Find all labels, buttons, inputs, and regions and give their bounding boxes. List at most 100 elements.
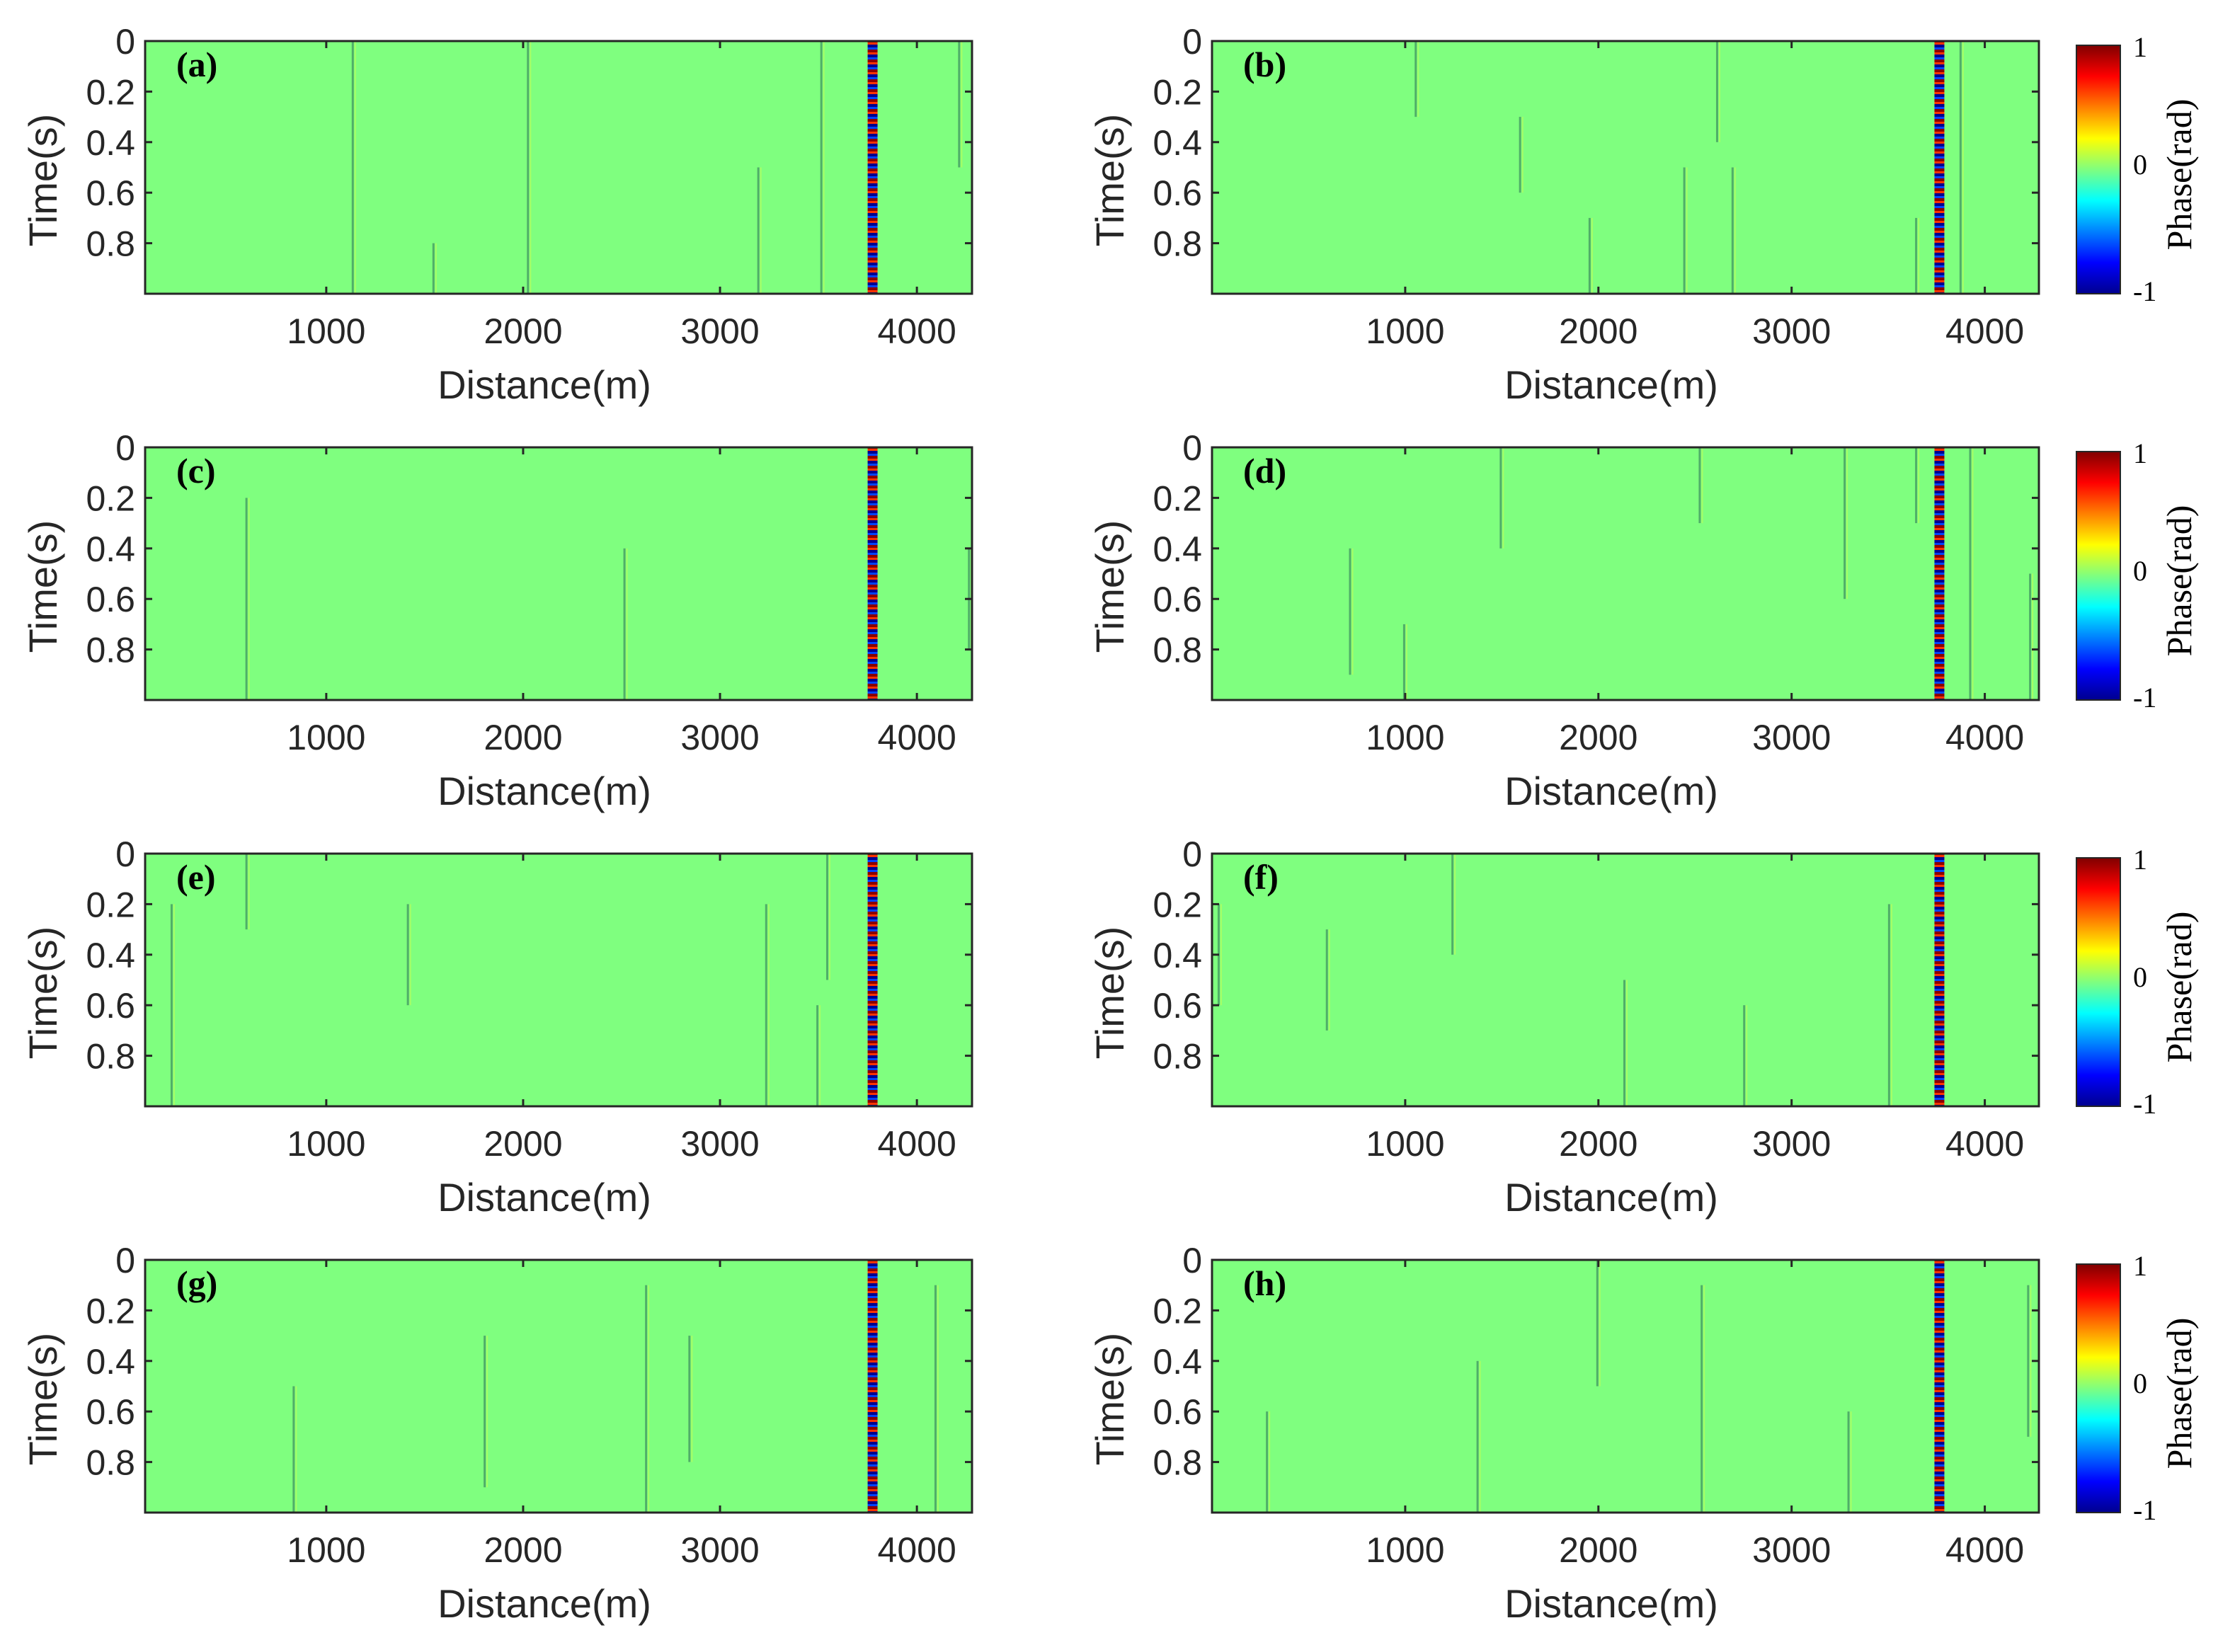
weak-anomaly bbox=[1266, 1411, 1269, 1513]
heatmap-background bbox=[145, 41, 972, 294]
x-tick-label: 3000 bbox=[1752, 718, 1831, 757]
y-tick-label: 0.6 bbox=[1153, 986, 1202, 1026]
panel-d: 1000 2000 3000 4000 0 0.2 0.4 0.6 0.8 Distance(m)… bbox=[1087, 428, 2199, 813]
x-tick-label: 1000 bbox=[287, 1530, 365, 1570]
y-tick-label: 0.2 bbox=[86, 885, 135, 924]
colorbar-tick-label: 1 bbox=[2133, 437, 2147, 469]
weak-anomaly bbox=[354, 41, 356, 294]
heatmap-background bbox=[1212, 1260, 2039, 1513]
weak-anomaly bbox=[1962, 41, 1964, 294]
y-axis-label: Time(s) bbox=[21, 520, 65, 653]
weak-anomaly bbox=[1847, 1411, 1850, 1513]
y-tick-label: 0.8 bbox=[86, 224, 135, 264]
x-axis-label: Distance(m) bbox=[438, 362, 651, 407]
y-axis-label: Time(s) bbox=[1087, 520, 1132, 653]
weak-anomaly bbox=[691, 1336, 693, 1462]
colorbar-tick-label: 0 bbox=[2133, 1367, 2147, 1399]
weak-anomaly bbox=[173, 904, 175, 1106]
weak-anomaly bbox=[1915, 217, 1918, 294]
x-tick-label: 4000 bbox=[1945, 1530, 2024, 1570]
weak-anomaly bbox=[1700, 1285, 1703, 1513]
y-tick-label: 0 bbox=[1182, 834, 1202, 874]
weak-anomaly bbox=[626, 548, 628, 700]
weak-anomaly bbox=[1623, 980, 1625, 1106]
strong-anomaly bbox=[1934, 41, 1945, 294]
weak-anomaly bbox=[765, 904, 767, 1106]
panel-letter: (a) bbox=[176, 45, 217, 84]
weak-anomaly bbox=[295, 1386, 297, 1513]
strong-anomaly bbox=[1934, 854, 1945, 1106]
y-tick-label: 0.6 bbox=[1153, 173, 1202, 213]
weak-anomaly bbox=[1718, 41, 1720, 142]
y-axis-label: Time(s) bbox=[21, 114, 65, 247]
x-tick-label: 4000 bbox=[1945, 718, 2024, 757]
weak-anomaly bbox=[1918, 217, 1920, 294]
x-tick-label: 1000 bbox=[287, 311, 365, 351]
panel-e: 1000 2000 3000 4000 0 0.2 0.4 0.6 0.8 Distance(m)… bbox=[21, 834, 973, 1220]
y-tick-label: 0.4 bbox=[86, 123, 135, 163]
weak-anomaly bbox=[484, 1336, 486, 1488]
weak-anomaly bbox=[1351, 548, 1354, 675]
weak-anomaly bbox=[760, 167, 762, 294]
colorbar-gradient bbox=[2076, 1263, 2121, 1513]
colorbar-tick-label: 0 bbox=[2133, 555, 2147, 587]
colorbar-tick-label: 0 bbox=[2133, 149, 2147, 180]
weak-anomaly bbox=[351, 41, 354, 294]
weak-anomaly bbox=[2027, 1285, 2030, 1437]
panel-letter: (d) bbox=[1243, 451, 1286, 491]
y-tick-label: 0.8 bbox=[1153, 631, 1202, 670]
y-tick-label: 0.2 bbox=[1153, 885, 1202, 924]
weak-anomaly bbox=[828, 854, 830, 980]
x-tick-label: 2000 bbox=[484, 718, 562, 757]
panel-letter: (b) bbox=[1243, 45, 1286, 84]
weak-anomaly bbox=[1591, 217, 1593, 294]
strong-anomaly bbox=[867, 447, 878, 700]
x-axis-label: Distance(m) bbox=[438, 1581, 651, 1626]
plot-frame bbox=[1211, 852, 2040, 1108]
y-tick-label: 0 bbox=[1182, 22, 1202, 62]
x-tick-label: 2000 bbox=[1559, 311, 1637, 351]
colorbar-label: Phase(rad) bbox=[2159, 99, 2199, 251]
x-tick-label: 4000 bbox=[878, 1530, 956, 1570]
y-tick-label: 0 bbox=[1182, 428, 1202, 468]
x-tick-label: 1000 bbox=[1366, 718, 1444, 757]
y-tick-label: 0.2 bbox=[1153, 478, 1202, 518]
strong-anomaly bbox=[867, 1260, 878, 1513]
strong-anomaly bbox=[867, 854, 878, 1106]
weak-anomaly bbox=[1417, 41, 1419, 117]
y-tick-label: 0 bbox=[115, 428, 135, 468]
y-tick-label: 0.8 bbox=[1153, 224, 1202, 264]
panel-letter: (h) bbox=[1243, 1263, 1286, 1303]
weak-anomaly bbox=[1683, 167, 1686, 294]
weak-anomaly bbox=[1349, 548, 1351, 675]
weak-anomaly bbox=[823, 41, 825, 294]
y-tick-label: 0.8 bbox=[1153, 1037, 1202, 1077]
x-tick-label: 2000 bbox=[484, 1530, 562, 1570]
x-axis-label: Distance(m) bbox=[438, 1175, 651, 1220]
weak-anomaly bbox=[937, 1285, 939, 1513]
panel-letter: (c) bbox=[176, 451, 216, 491]
x-tick-label: 4000 bbox=[1945, 311, 2024, 351]
weak-anomaly bbox=[292, 1386, 295, 1513]
weak-anomaly bbox=[1743, 1005, 1746, 1106]
x-tick-label: 1000 bbox=[1366, 1530, 1444, 1570]
x-tick-label: 3000 bbox=[680, 311, 759, 351]
weak-anomaly bbox=[1969, 447, 1972, 700]
x-tick-label: 2000 bbox=[484, 311, 562, 351]
plot-frame bbox=[1211, 40, 2040, 295]
weak-anomaly bbox=[248, 498, 250, 700]
colorbar-tick-label: 1 bbox=[2133, 1250, 2147, 1282]
y-tick-label: 0.2 bbox=[86, 72, 135, 112]
y-tick-label: 0.8 bbox=[86, 1037, 135, 1077]
panel-a: 1000 2000 3000 4000 0 0.2 0.4 0.6 0.8 Distance(m)… bbox=[21, 22, 973, 407]
weak-anomaly bbox=[1703, 1285, 1705, 1513]
weak-anomaly bbox=[527, 41, 530, 294]
weak-anomaly bbox=[819, 1005, 821, 1106]
panel-h: 1000 2000 3000 4000 0 0.2 0.4 0.6 0.8 Distance(m)… bbox=[1087, 1241, 2199, 1626]
weak-anomaly bbox=[767, 904, 770, 1106]
x-tick-label: 3000 bbox=[1752, 1124, 1831, 1164]
weak-anomaly bbox=[2029, 573, 2032, 700]
heatmap-background bbox=[1212, 41, 2039, 294]
